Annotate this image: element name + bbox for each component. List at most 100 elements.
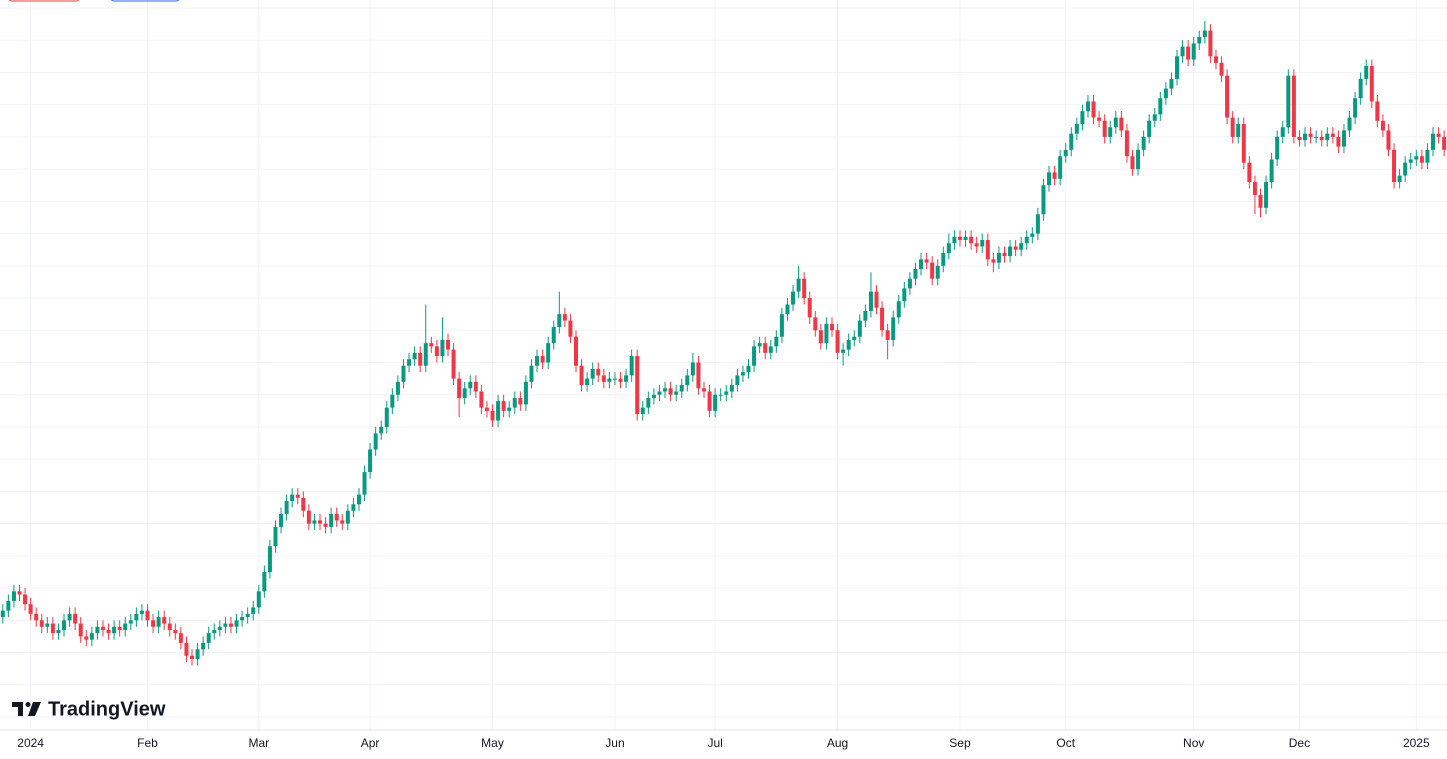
candle-body	[596, 368, 601, 376]
candle-body	[535, 356, 540, 366]
candle-body	[212, 629, 217, 634]
logo-icon	[25, 702, 31, 707]
candle-body	[757, 343, 762, 347]
candle-body	[701, 388, 706, 392]
candle-body	[507, 407, 512, 411]
candle-body	[1403, 162, 1408, 176]
candle-body	[128, 620, 133, 624]
candle-body	[590, 368, 595, 379]
candle-body	[785, 304, 790, 315]
candle-body	[1035, 214, 1040, 234]
candle-body	[518, 397, 523, 405]
candle-body	[930, 262, 935, 279]
candle-body	[1141, 136, 1146, 150]
candle-body	[67, 613, 72, 621]
candle-body	[985, 240, 990, 260]
candle-body	[217, 626, 222, 630]
candle-body	[646, 397, 651, 408]
candle-body	[167, 623, 172, 630]
x-tick-label: Oct	[1056, 736, 1075, 750]
candle-body	[162, 617, 167, 624]
candle-body	[262, 571, 267, 592]
candle-body	[412, 352, 417, 360]
x-tick-label: Dec	[1289, 736, 1310, 750]
candle-body	[1175, 56, 1180, 79]
candle-body	[139, 610, 144, 614]
grid	[0, 0, 1447, 730]
candle-body	[151, 620, 156, 627]
candle-body	[829, 323, 834, 331]
candle-body	[779, 314, 784, 337]
toolbar-button[interactable]	[110, 0, 180, 2]
candle-body	[635, 356, 640, 415]
candle-body	[62, 620, 67, 630]
candle-body	[1414, 156, 1419, 160]
x-tick-label: Jul	[707, 736, 722, 750]
candle-body	[713, 394, 718, 411]
candle-body	[957, 236, 962, 241]
candle-body	[28, 604, 33, 614]
x-axis: 2024 Feb Mar Apr May Jun Jul Aug Sep Oct Nov Dec 202…	[17, 736, 1430, 750]
candle-body	[952, 236, 957, 244]
candle-body	[173, 629, 178, 634]
candle-body	[301, 497, 306, 511]
candle-body	[974, 243, 979, 247]
candle-body	[1325, 133, 1330, 141]
candle-body	[1291, 75, 1296, 137]
candle-body	[679, 385, 684, 392]
candle-body	[84, 636, 89, 640]
candle-body	[34, 613, 39, 621]
candle-body	[479, 391, 484, 408]
candle-body	[813, 317, 818, 331]
candle-body	[1341, 130, 1346, 147]
x-tick-label: 2024	[17, 736, 44, 750]
candle-body	[11, 591, 16, 601]
candle-body	[1380, 120, 1385, 131]
candle-body	[941, 252, 946, 266]
candle-body	[1080, 111, 1085, 125]
candle-body	[846, 339, 851, 350]
candle-body	[1052, 172, 1057, 179]
candle-body	[0, 610, 5, 618]
candle-body	[1347, 117, 1352, 131]
candle-body	[1163, 88, 1168, 99]
candle-body	[685, 375, 690, 386]
candle-body	[1041, 185, 1046, 215]
candle-body	[251, 607, 256, 614]
candle-body	[835, 330, 840, 353]
candle-body	[841, 349, 846, 353]
candle-body	[195, 649, 200, 659]
candle-body	[1319, 136, 1324, 141]
candle-body	[551, 327, 556, 344]
candle-body	[184, 642, 189, 656]
x-tick-label: Jun	[605, 736, 624, 750]
candle-body	[223, 623, 228, 627]
candle-body	[1013, 246, 1018, 250]
candle-body	[1063, 149, 1068, 157]
candle-body	[818, 330, 823, 344]
candle-body	[857, 320, 862, 337]
candle-body	[356, 494, 361, 505]
candle-body	[50, 623, 55, 634]
candle-body	[496, 401, 501, 421]
candle-body	[902, 288, 907, 302]
logo-icon	[12, 702, 23, 716]
candle-body	[384, 407, 389, 427]
candle-body	[1225, 75, 1230, 118]
candle-body	[1397, 175, 1402, 183]
candle-body	[267, 546, 272, 572]
candle-body	[1375, 101, 1380, 121]
candle-body	[379, 426, 384, 434]
candle-body	[1130, 156, 1135, 170]
candle-body	[885, 330, 890, 340]
candle-body	[106, 629, 111, 634]
candle-body	[1269, 159, 1274, 183]
candle-body	[640, 407, 645, 415]
candle-body	[123, 623, 128, 630]
candle-body	[1353, 98, 1358, 118]
candle-body	[1230, 117, 1235, 137]
x-tick-label: Mar	[248, 736, 269, 750]
candle-body	[240, 617, 245, 621]
candle-body	[462, 388, 467, 398]
toolbar-button[interactable]	[8, 0, 80, 2]
